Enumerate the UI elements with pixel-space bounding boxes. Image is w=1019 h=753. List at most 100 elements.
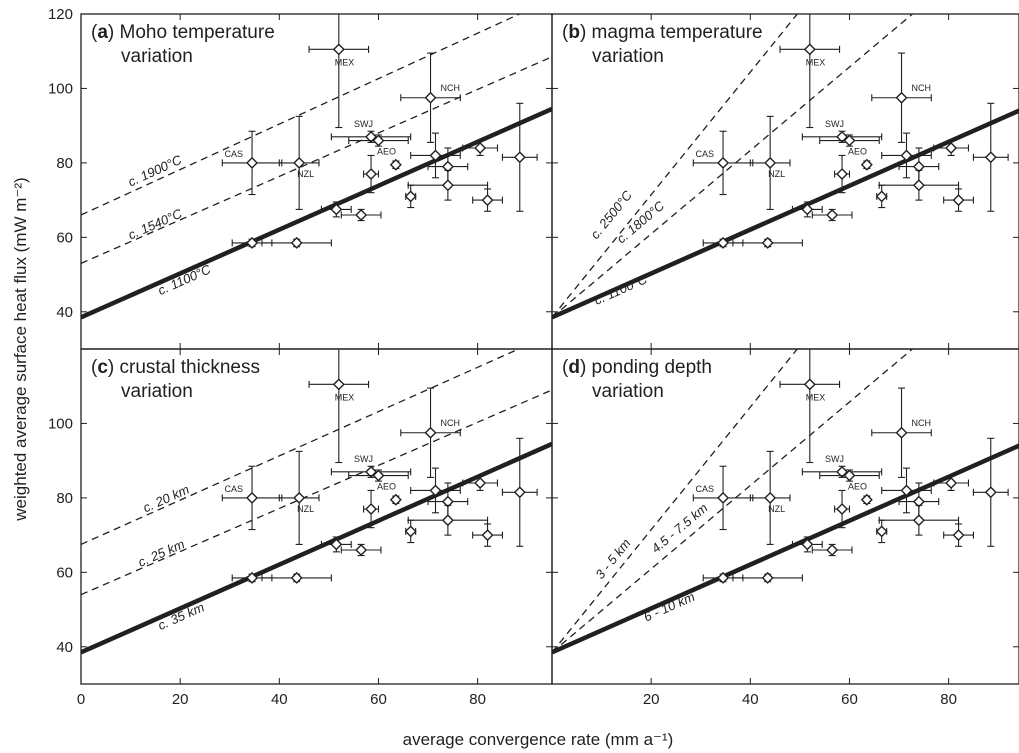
data-point-diamond xyxy=(246,571,259,584)
point-label-mex: MEX xyxy=(806,392,826,402)
panel-title-line2: variation xyxy=(592,46,664,67)
panel-c: 0 20 40 60 80 40 60 80 100 c. 35 km c. 25 km c. 20 … xyxy=(48,348,553,708)
data-point-diamond xyxy=(332,378,345,391)
point-label-swj: SWJ xyxy=(354,454,373,464)
data-point-diamond xyxy=(365,465,378,478)
y-tick-label: 80 xyxy=(56,155,73,172)
data-point-diamond xyxy=(424,91,437,104)
data-point-diamond xyxy=(912,179,925,192)
y-tick-label: 60 xyxy=(56,564,73,581)
data-point-diamond xyxy=(717,236,730,249)
line-label: c. 35 km xyxy=(155,599,206,633)
data-point-diamond xyxy=(389,493,402,506)
point-label-aeo: AEO xyxy=(848,482,867,492)
data-point-diamond xyxy=(441,514,454,527)
data-point-diamond xyxy=(912,514,925,527)
point-label-mex: MEX xyxy=(806,57,826,67)
data-point-diamond xyxy=(365,168,378,181)
point-label-nzl: NZL xyxy=(768,169,785,179)
data-point-diamond xyxy=(246,491,259,504)
panel-letter: b xyxy=(568,22,580,43)
data-point-diamond xyxy=(424,426,437,439)
data-point-diamond xyxy=(945,142,958,154)
panel-title: (b) magma temperature xyxy=(562,22,763,43)
data-point-diamond xyxy=(246,156,259,169)
model-line-dashed xyxy=(552,14,799,318)
panel-title-line2: variation xyxy=(121,46,193,67)
panel-title-open: ( xyxy=(91,22,98,43)
data-point-diamond xyxy=(761,236,774,249)
data-point-diamond xyxy=(717,156,730,169)
reference-line xyxy=(552,443,1019,655)
data-point-diamond xyxy=(900,484,913,497)
x-tick-label: 20 xyxy=(643,691,660,708)
point-label-swj: SWJ xyxy=(825,454,844,464)
data-point-diamond xyxy=(860,493,873,506)
line-label: c. 1900°C xyxy=(126,152,185,190)
data-point-diamond xyxy=(764,156,777,169)
data-point-diamond xyxy=(429,149,442,162)
panel-title-open: ( xyxy=(562,22,569,43)
data-points xyxy=(692,349,1009,584)
data-point-diamond xyxy=(372,134,385,147)
data-point-diamond xyxy=(803,43,816,56)
data-point-diamond xyxy=(945,477,958,489)
data-point-diamond xyxy=(836,168,849,181)
model-line-dashed xyxy=(552,349,799,653)
data-point-diamond xyxy=(801,203,814,216)
data-point-diamond xyxy=(441,179,454,192)
y-tick-label: 80 xyxy=(56,490,73,507)
y-tick-label: 100 xyxy=(48,415,73,432)
x-tick-label: 0 xyxy=(77,691,85,708)
data-point-diamond xyxy=(717,491,730,504)
data-point-diamond xyxy=(372,469,385,482)
point-label-aeo: AEO xyxy=(377,482,396,492)
point-label-cas: CAS xyxy=(696,484,715,494)
x-tick-label: 20 xyxy=(172,691,189,708)
panel-a: 40 60 80 100 120 c. 1100°C c. 1540°C c. 1900°C C… xyxy=(48,6,553,350)
y-tick-label: 40 xyxy=(56,304,73,321)
panel-letter: c xyxy=(97,357,108,378)
data-point-diamond xyxy=(826,544,839,556)
y-tick-label: 120 xyxy=(48,6,73,23)
data-point-diamond xyxy=(952,194,965,207)
x-tick-label: 60 xyxy=(370,691,387,708)
data-point-diamond xyxy=(404,190,417,203)
panel-letter: d xyxy=(568,357,580,378)
data-points xyxy=(221,349,538,584)
data-point-diamond xyxy=(389,158,402,171)
point-label-aeo: AEO xyxy=(848,147,867,157)
data-point-diamond xyxy=(984,151,997,164)
line-label: 4.5 - 7.5 km xyxy=(648,500,710,556)
data-point-diamond xyxy=(429,484,442,497)
point-label-nzl: NZL xyxy=(768,504,785,514)
data-point-diamond xyxy=(365,130,378,143)
model-lines xyxy=(81,349,552,655)
panel-frame xyxy=(551,348,1019,685)
data-point-diamond xyxy=(875,190,888,203)
y-tick-label: 40 xyxy=(56,639,73,656)
data-point-diamond xyxy=(843,134,856,147)
data-point-diamond xyxy=(513,151,526,164)
point-label-cas: CAS xyxy=(225,484,244,494)
data-point-diamond xyxy=(290,571,303,584)
panel-b: c. 1100°Cc. 1800°Cc. 2500°CCASNZLMEXSWJA… xyxy=(551,13,1019,350)
panel-title-text: ) Moho temperature xyxy=(108,22,275,43)
point-label-nch: NCH xyxy=(441,418,461,428)
data-point-diamond xyxy=(761,571,774,584)
y-axis-label: weighted average surface heat flux (mW m… xyxy=(11,177,30,521)
model-line-dashed xyxy=(81,14,522,216)
panel-title-text: ) ponding depth xyxy=(580,357,712,378)
reference-line xyxy=(552,108,1019,320)
x-tick-label: 60 xyxy=(841,691,858,708)
panel-title: (d) ponding depth xyxy=(562,357,712,378)
x-tick-label: 80 xyxy=(469,691,486,708)
line-label: c. 1540°C xyxy=(126,206,185,243)
panel-title-text: ) magma temperature xyxy=(580,22,763,43)
point-label-nch: NCH xyxy=(441,83,461,93)
data-point-diamond xyxy=(836,130,849,143)
line-label: 6 - 10 km xyxy=(641,589,697,625)
x-tick-label: 40 xyxy=(742,691,759,708)
data-point-diamond xyxy=(717,571,730,584)
data-point-diamond xyxy=(481,529,494,542)
